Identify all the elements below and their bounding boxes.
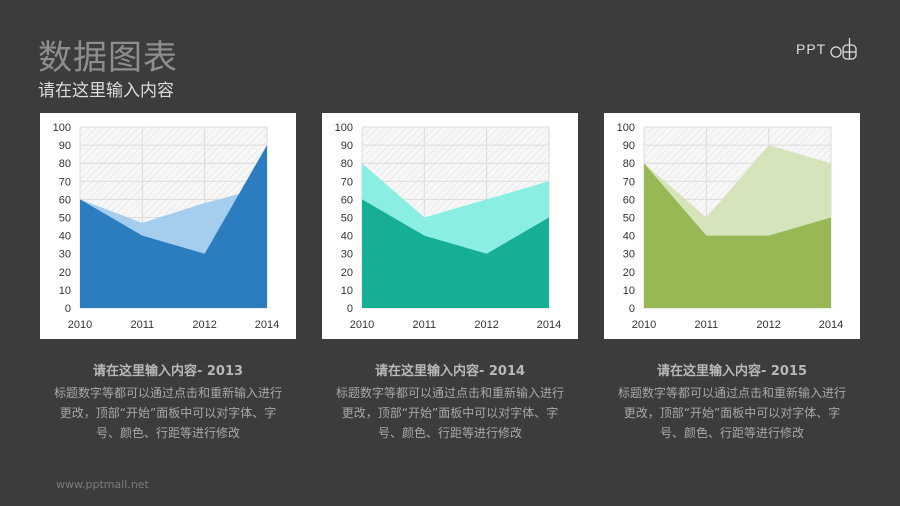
area-series-front: [644, 163, 831, 308]
x-tick-label: 2014: [537, 319, 561, 331]
y-tick-label: 80: [59, 158, 71, 170]
y-tick-label: 90: [623, 140, 635, 152]
y-tick-label: 100: [617, 122, 635, 134]
y-tick-label: 100: [53, 122, 71, 134]
logo-text: PPT: [796, 41, 827, 57]
y-tick-label: 30: [341, 249, 353, 261]
y-tick-label: 70: [623, 176, 635, 188]
chart-card-1: 0 10 20 30 40 50 60 70 80 90 100 2010 2011 2012 2014: [40, 113, 296, 339]
y-tick-label: 20: [341, 267, 353, 279]
page-subtitle: 请在这里输入内容: [38, 81, 174, 101]
y-tick-label: 60: [623, 194, 635, 206]
y-tick-label: 0: [347, 303, 353, 315]
caption-3: 请在这里输入内容- 2015 标题数字等都可以通过点击和重新输入进行 更改，顶部…: [604, 360, 860, 443]
x-tick-label: 2014: [255, 319, 279, 331]
y-tick-label: 40: [623, 231, 635, 243]
y-tick-label: 80: [623, 158, 635, 170]
area-series-front: [80, 145, 267, 308]
y-tick-label: 40: [341, 231, 353, 243]
area-series-front: [362, 199, 549, 308]
caption-line: 号、颜色、行距等进行修改: [377, 426, 522, 440]
caption-body: 标题数字等都可以通过点击和重新输入进行 更改，顶部“开始”面板中可以对字体、字 …: [322, 383, 578, 443]
y-tick-label: 10: [623, 285, 635, 297]
caption-line: 标题数字等都可以通过点击和重新输入进行: [335, 386, 564, 400]
y-tick-label: 70: [341, 176, 353, 188]
caption-title: 请在这里输入内容- 2015: [656, 364, 808, 379]
x-tick-label: 2010: [68, 319, 92, 331]
y-tick-label: 10: [341, 285, 353, 297]
caption-body: 标题数字等都可以通过点击和重新输入进行 更改，顶部“开始”面板中可以对字体、字 …: [604, 383, 860, 443]
y-tick-label: 50: [341, 213, 353, 225]
chart-card-3: 0 10 20 30 40 50 60 70 80 90 100 2010 2011 2012 2014: [604, 113, 860, 339]
x-tick-label: 2014: [819, 319, 843, 331]
caption-line: 更改，顶部“开始”面板中可以对字体、字: [623, 406, 841, 420]
y-tick-label: 80: [341, 158, 353, 170]
caption-title: 请在这里输入内容- 2013: [92, 364, 244, 379]
area-chart-3: 0 10 20 30 40 50 60 70 80 90 100 2010 2011 2012 2014: [617, 122, 844, 331]
y-tick-label: 70: [59, 176, 71, 188]
x-tick-label: 2012: [756, 319, 780, 331]
x-tick-label: 2010: [350, 319, 374, 331]
x-tick-label: 2011: [413, 319, 437, 331]
y-tick-label: 50: [59, 213, 71, 225]
y-tick-label: 60: [341, 194, 353, 206]
y-tick-label: 40: [59, 231, 71, 243]
caption-1: 请在这里输入内容- 2013 标题数字等都可以通过点击和重新输入进行 更改，顶部…: [40, 360, 296, 443]
caption-line: 号、颜色、行距等进行修改: [659, 426, 804, 440]
y-tick-label: 20: [623, 267, 635, 279]
y-tick-label: 10: [59, 285, 71, 297]
y-tick-label: 30: [59, 249, 71, 261]
caption-line: 更改，顶部“开始”面板中可以对字体、字: [59, 406, 277, 420]
y-tick-label: 90: [341, 140, 353, 152]
caption-title: 请在这里输入内容- 2014: [374, 364, 526, 379]
y-tick-label: 90: [59, 140, 71, 152]
y-tick-label: 60: [59, 194, 71, 206]
x-tick-label: 2012: [192, 319, 216, 331]
y-tick-label: 30: [623, 249, 635, 261]
chart-card-2: 0 10 20 30 40 50 60 70 80 90 100 2010 2011 2012 2014: [322, 113, 578, 339]
page-title: 数据图表: [38, 38, 178, 78]
y-tick-label: 0: [629, 303, 635, 315]
footer-url[interactable]: www.pptmall.net: [56, 478, 149, 491]
area-chart-2: 0 10 20 30 40 50 60 70 80 90 100 2010 2011 2012 2014: [335, 122, 562, 331]
logo-mark-icon: [830, 38, 857, 60]
x-tick-label: 2011: [131, 319, 155, 331]
brand-logo: PPT: [796, 34, 859, 64]
x-tick-label: 2011: [695, 319, 719, 331]
caption-line: 标题数字等都可以通过点击和重新输入进行: [53, 386, 282, 400]
y-tick-label: 50: [623, 213, 635, 225]
y-tick-label: 20: [59, 267, 71, 279]
caption-line: 号、颜色、行距等进行修改: [95, 426, 240, 440]
caption-line: 标题数字等都可以通过点击和重新输入进行: [617, 386, 846, 400]
caption-line: 更改，顶部“开始”面板中可以对字体、字: [341, 406, 559, 420]
area-chart-1: 0 10 20 30 40 50 60 70 80 90 100 2010 2011 2012 2014: [53, 122, 280, 331]
x-tick-label: 2012: [474, 319, 498, 331]
x-tick-label: 2010: [632, 319, 656, 331]
y-tick-label: 100: [335, 122, 353, 134]
caption-body: 标题数字等都可以通过点击和重新输入进行 更改，顶部“开始”面板中可以对字体、字 …: [40, 383, 296, 443]
y-tick-label: 0: [65, 303, 71, 315]
caption-2: 请在这里输入内容- 2014 标题数字等都可以通过点击和重新输入进行 更改，顶部…: [322, 360, 578, 443]
